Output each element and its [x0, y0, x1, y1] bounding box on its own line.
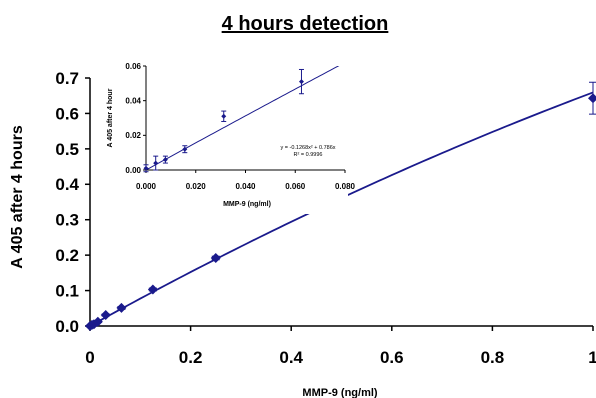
- inset-plot-area: 0.000 0.020 0.040 0.060 0.080 0.00 0.02 0.04 0.0…: [98, 58, 356, 214]
- inset-y-tick-label: 0.00: [125, 166, 141, 175]
- inset-x-tick-label: 0.020: [186, 182, 207, 191]
- inset-x-tick-label: 0.040: [235, 182, 256, 191]
- main-y-tick-label: 0.3: [55, 211, 79, 230]
- inset-data-point: [143, 165, 149, 171]
- main-y-tick-label: 0.0: [55, 317, 79, 336]
- main-data-point: [100, 310, 111, 321]
- main-y-tick-label: 0.6: [55, 104, 79, 123]
- main-x-tick-label: 0.8: [481, 348, 505, 367]
- chart-title: 4 hours detection: [222, 13, 389, 35]
- inset-y-tick-label: 0.04: [125, 96, 141, 105]
- main-y-tick-label: 0.5: [55, 140, 79, 159]
- inset-y-axis-label: A 405 after 4 hour: [107, 88, 114, 147]
- main-y-tick-label: 0.2: [55, 246, 79, 265]
- inset-fit-curve: [146, 66, 340, 170]
- inset-data-point: [162, 157, 168, 163]
- main-y-tick-label: 0.4: [55, 175, 79, 194]
- main-data-point: [116, 302, 127, 313]
- main-plot-area: 0 0.2 0.4 0.6 0.8 1 0.0 0.1 0.2 0.3 0.4 0.5 0.6 0.7: [55, 69, 596, 367]
- inset-fit-equation: y = -0.1268x² + 0.786x: [280, 145, 335, 151]
- inset-x-tick-label: 0.080: [335, 182, 356, 191]
- inset-x-tick-label: 0.060: [285, 182, 306, 191]
- main-x-tick-label: 1: [588, 348, 596, 367]
- main-data-point: [588, 93, 596, 104]
- inset-x-tick-label: 0.000: [136, 182, 157, 191]
- main-y-tick-label: 0.7: [55, 69, 79, 88]
- main-x-tick-label: 0: [85, 348, 94, 367]
- main-x-tick-label: 0.4: [279, 348, 303, 367]
- inset-data-point: [298, 79, 304, 85]
- main-y-tick-label: 0.1: [55, 282, 79, 301]
- inset-y-tick-label: 0.02: [125, 131, 141, 140]
- main-x-tick-label: 0.2: [179, 348, 203, 367]
- main-y-axis-label: A 405 after 4 hours: [9, 125, 26, 269]
- inset-x-axis-label: MMP-9 (ng/ml): [223, 201, 271, 208]
- main-x-axis-label: MMP-9 (ng/ml): [302, 387, 377, 398]
- main-data-point: [210, 252, 221, 263]
- inset-data-point: [182, 146, 188, 152]
- main-data-point: [147, 284, 158, 295]
- inset-data-point: [221, 113, 227, 119]
- inset-y-tick-label: 0.06: [125, 62, 141, 71]
- inset-r-squared: R² = 0.9996: [294, 152, 323, 158]
- inset-data-point: [153, 160, 159, 166]
- main-x-tick-label: 0.6: [380, 348, 404, 367]
- main-data-point: [92, 316, 103, 327]
